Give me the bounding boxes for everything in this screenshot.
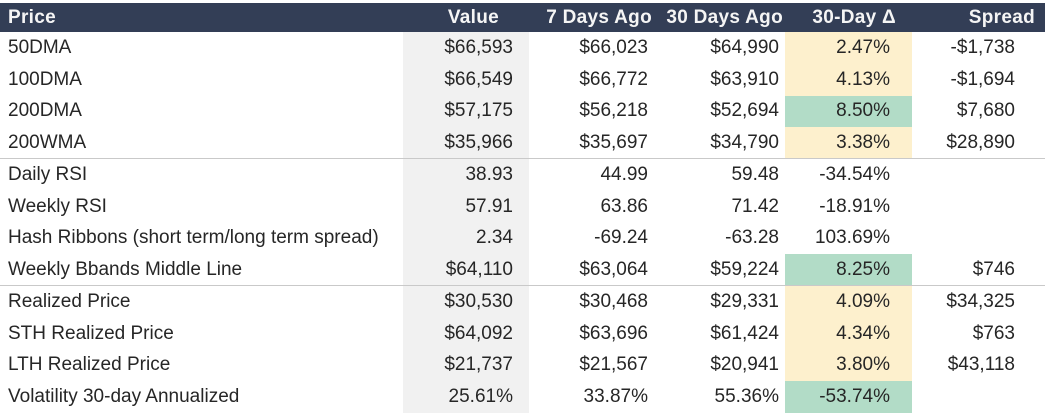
metric-name: 200WMA: [8, 131, 87, 153]
metric-30-days-ago: 55.36%: [714, 386, 779, 408]
metric-spread: [912, 381, 1045, 413]
metric-spread: $746: [972, 258, 1015, 280]
table-row: Weekly Bbands Middle Line $64,110 $63,06…: [0, 254, 1045, 286]
metric-30-day-delta: 3.38%: [785, 127, 912, 158]
metric-spread: $43,118: [947, 354, 1015, 376]
metric-30-days-ago: $63,910: [710, 68, 779, 90]
metric-30-days-ago: -63.28: [725, 227, 779, 249]
metric-7-days-ago: $63,696: [579, 322, 648, 344]
metric-name: 50DMA: [8, 36, 72, 58]
metric-30-day-delta: -53.74%: [785, 381, 912, 413]
metric-7-days-ago: 33.87%: [583, 386, 648, 408]
metric-7-days-ago: $66,772: [579, 68, 648, 90]
metric-value: 57.91: [403, 190, 529, 223]
metric-spread: $7,680: [956, 100, 1015, 122]
table-row: Realized Price $30,530 $30,468 $29,331 4…: [0, 286, 1045, 318]
table-row: 200DMA $57,175 $56,218 $52,694 8.50% $7,…: [0, 95, 1045, 128]
metric-7-days-ago: $63,064: [579, 258, 648, 280]
metric-30-days-ago: $52,694: [710, 100, 779, 122]
metric-7-days-ago: 63.86: [600, 195, 648, 217]
metric-30-day-delta: 3.80%: [785, 349, 912, 382]
metric-value: 38.93: [403, 159, 529, 191]
metric-7-days-ago: $21,567: [579, 354, 648, 376]
column-header-7-days-ago: 7 Days Ago: [546, 6, 652, 28]
table-row: Daily RSI 38.93 44.99 59.48 -34.54%: [0, 159, 1045, 191]
metric-spread: -$1,694: [950, 68, 1015, 90]
table-row: LTH Realized Price $21,737 $21,567 $20,9…: [0, 349, 1045, 382]
metric-7-days-ago: 44.99: [600, 163, 648, 185]
column-header-value: Value: [447, 6, 499, 28]
metric-spread: $763: [972, 322, 1015, 344]
metric-30-day-delta: -34.54%: [819, 163, 890, 185]
table-header-row: Price Value 7 Days Ago 30 Days Ago 30-Da…: [0, 3, 1045, 32]
metric-value: $64,110: [403, 254, 529, 285]
metric-30-day-delta: 103.69%: [814, 227, 890, 249]
column-header-30-days-ago: 30 Days Ago: [666, 6, 783, 28]
metric-name: Weekly RSI: [8, 195, 107, 217]
metric-spread: [912, 159, 1045, 191]
metric-value: $66,593: [403, 32, 529, 64]
table-row: 50DMA $66,593 $66,023 $64,990 2.47% -$1,…: [0, 32, 1045, 64]
metric-7-days-ago: -69.24: [594, 227, 648, 249]
metric-spread: [912, 191, 1045, 223]
metric-30-day-delta: -18.91%: [819, 195, 890, 217]
metric-30-day-delta: 8.50%: [785, 95, 912, 128]
table-row: STH Realized Price $64,092 $63,696 $61,4…: [0, 317, 1045, 350]
table-row: Weekly RSI 57.91 63.86 71.42 -18.91%: [0, 190, 1045, 223]
metric-value: $30,530: [403, 286, 529, 318]
metric-30-day-delta: 2.47%: [785, 32, 912, 64]
metric-30-days-ago: 59.48: [731, 163, 779, 185]
metric-30-days-ago: $61,424: [710, 322, 779, 344]
table-row: Hash Ribbons (short term/long term sprea…: [0, 222, 1045, 255]
metric-name: LTH Realized Price: [8, 354, 171, 376]
column-header-price: Price: [8, 6, 56, 28]
metric-30-day-delta: 8.25%: [785, 254, 912, 285]
metric-value: 2.34: [403, 222, 529, 255]
metric-30-days-ago: 71.42: [731, 195, 779, 217]
metric-30-days-ago: $29,331: [710, 290, 779, 312]
column-header-30-day-delta: 30-Day Δ: [812, 6, 896, 28]
table-row: 100DMA $66,549 $66,772 $63,910 4.13% -$1…: [0, 63, 1045, 96]
metric-30-days-ago: $20,941: [710, 354, 779, 376]
table-row: 200WMA $35,966 $35,697 $34,790 3.38% $28…: [0, 127, 1045, 159]
metric-name: STH Realized Price: [8, 322, 174, 344]
metric-30-day-delta: 4.13%: [785, 63, 912, 96]
metric-value: $57,175: [403, 95, 529, 128]
metric-spread: [912, 223, 1045, 255]
metric-30-days-ago: $34,790: [710, 131, 779, 153]
metric-30-day-delta: 4.09%: [785, 286, 912, 318]
metric-value: $21,737: [403, 349, 529, 382]
table-row: Volatility 30-day Annualized 25.61% 33.8…: [0, 381, 1045, 413]
metric-name: Volatility 30-day Annualized: [8, 386, 240, 408]
metric-30-days-ago: $59,224: [710, 258, 779, 280]
metric-spread: -$1,738: [950, 36, 1015, 58]
metric-30-day-delta: 4.34%: [785, 317, 912, 350]
metric-value: $66,549: [403, 63, 529, 96]
column-header-spread: Spread: [968, 6, 1035, 28]
table-body: 50DMA $66,593 $66,023 $64,990 2.47% -$1,…: [0, 32, 1045, 413]
metric-7-days-ago: $35,697: [579, 131, 648, 153]
metric-name: 200DMA: [8, 100, 82, 122]
metric-7-days-ago: $66,023: [579, 36, 648, 58]
metric-value: 25.61%: [403, 381, 529, 413]
metric-name: Realized Price: [8, 290, 131, 312]
metric-name: 100DMA: [8, 68, 82, 90]
metric-30-days-ago: $64,990: [710, 36, 779, 58]
price-metrics-table: Price Value 7 Days Ago 30 Days Ago 30-Da…: [0, 3, 1045, 413]
metric-spread: $34,325: [946, 290, 1015, 312]
metric-name: Hash Ribbons (short term/long term sprea…: [8, 227, 379, 249]
metric-name: Weekly Bbands Middle Line: [8, 258, 243, 280]
metric-spread: $28,890: [946, 131, 1015, 153]
metric-value: $35,966: [403, 127, 529, 158]
metric-value: $64,092: [403, 317, 529, 350]
metric-7-days-ago: $56,218: [579, 100, 648, 122]
metric-name: Daily RSI: [8, 163, 88, 185]
metric-7-days-ago: $30,468: [579, 290, 648, 312]
